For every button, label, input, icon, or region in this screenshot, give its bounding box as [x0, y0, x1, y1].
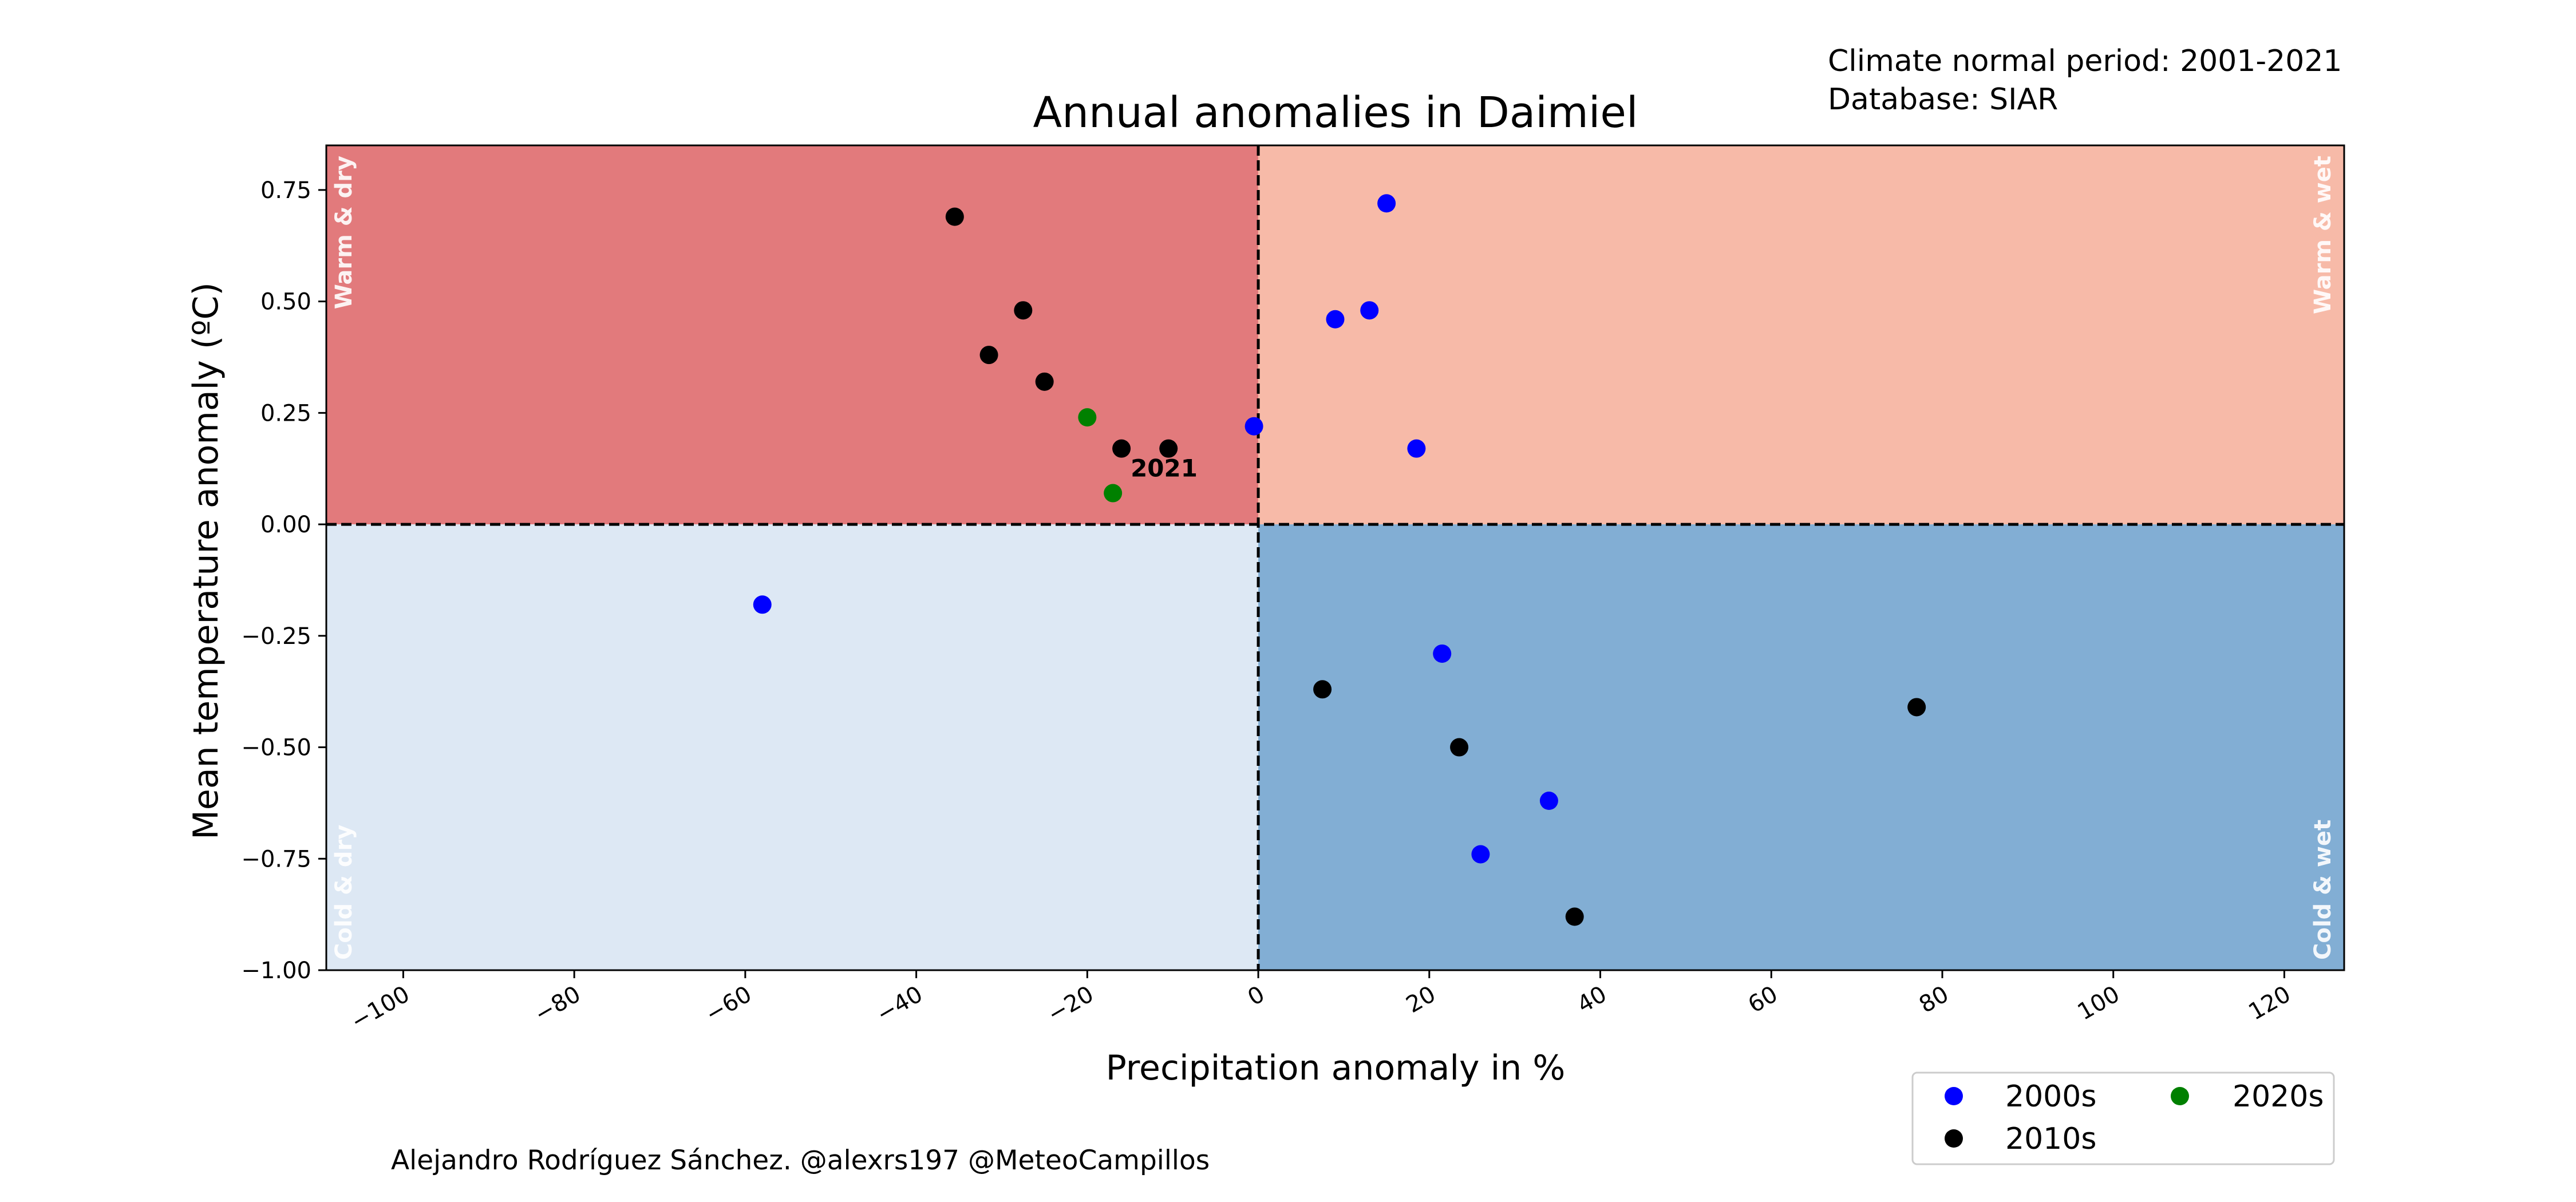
legend: 2000s 2010s 2020s [1911, 1071, 2335, 1165]
data-points [753, 194, 1926, 926]
point-2000s [1433, 644, 1452, 663]
point-2010s [1450, 738, 1469, 757]
quadrant-cold-wet [1258, 524, 2344, 970]
y-tick-label: −1.00 [241, 958, 311, 984]
point-2000s [753, 595, 772, 614]
x-tick-label: −20 [1043, 981, 1098, 1028]
point-2010s [1565, 907, 1584, 926]
point-2000s [1326, 310, 1345, 329]
point-2010s [1159, 439, 1178, 458]
legend-marker-2020s [2171, 1087, 2189, 1105]
y-tick-label: −0.50 [241, 735, 311, 761]
point-2010s [945, 207, 964, 226]
point-2000s [1407, 439, 1426, 458]
legend-marker-2010s [1945, 1129, 1963, 1148]
quadrant-warm-wet [1258, 145, 2344, 525]
x-tick-label: 20 [1402, 981, 1440, 1018]
y-tick-label: −0.75 [241, 846, 311, 872]
x-axis-ticks: −100 −80 −60 −40 −20 0 20 40 60 80 100 120 [346, 970, 2295, 1035]
legend-box [1911, 1071, 2335, 1165]
legend-label-2000s: 2000s [2005, 1080, 2096, 1114]
point-2010s [1313, 680, 1332, 699]
annotation-label: 2021 [1131, 454, 1198, 483]
y-tick-label: −0.25 [241, 623, 311, 650]
x-tick-label: 0 [1243, 981, 1269, 1011]
legend-marker-2000s [1945, 1087, 1963, 1105]
quadrant-label-cold-dry: Cold & dry [331, 825, 357, 960]
info-line-1: Climate normal period: 2001-2021 [1828, 44, 2342, 78]
point-2000s [1244, 417, 1263, 436]
x-tick-label: −80 [530, 981, 585, 1028]
x-tick-label: 80 [1915, 981, 1953, 1018]
point-2000s [1360, 301, 1379, 320]
x-tick-label: −100 [346, 981, 414, 1035]
point-2000s [1377, 194, 1396, 213]
x-axis-label: Precipitation anomaly in % [1106, 1048, 1566, 1088]
chart-title: Annual anomalies in Daimiel [1033, 88, 1638, 137]
legend-label-2020s: 2020s [2233, 1080, 2324, 1114]
y-axis-label: Mean temperature anomaly (ºC) [186, 282, 226, 840]
y-tick-label: 0.75 [260, 177, 311, 204]
quadrant-labels: Warm & dry Warm & wet Cold & dry Cold & wet [331, 156, 2336, 960]
x-tick-label: 100 [2073, 981, 2124, 1026]
quadrant-backgrounds [326, 145, 2344, 970]
x-tick-label: −40 [872, 981, 927, 1028]
info-line-2: Database: SIAR [1828, 82, 2058, 117]
point-2010s [1907, 698, 1926, 717]
quadrant-label-cold-wet: Cold & wet [2310, 820, 2336, 960]
x-tick-label: 60 [1744, 981, 1782, 1018]
point-2010s [979, 346, 998, 365]
point-2020s [1104, 484, 1123, 503]
quadrant-cold-dry [326, 524, 1259, 970]
quadrant-warm-dry [326, 145, 1259, 525]
plot-frame [325, 144, 2345, 971]
y-tick-label: 0.00 [260, 512, 311, 538]
point-2010s [1112, 439, 1131, 458]
y-axis-ticks: −1.00 −0.75 −0.50 −0.25 0.00 0.25 0.50 0.75 [241, 177, 326, 984]
x-tick-label: −60 [701, 981, 756, 1028]
quadrant-label-warm-wet: Warm & wet [2310, 156, 2336, 314]
legend-label-2010s: 2010s [2005, 1122, 2096, 1156]
y-tick-label: 0.50 [260, 289, 311, 315]
annotations: 2021 [1131, 454, 1198, 483]
x-tick-label: 120 [2244, 981, 2295, 1026]
y-tick-label: 0.25 [260, 400, 311, 426]
point-2020s [1078, 408, 1097, 427]
x-tick-label: 40 [1573, 981, 1611, 1018]
quadrant-label-warm-dry: Warm & dry [331, 156, 357, 309]
point-2010s [1035, 372, 1054, 391]
point-2010s [1014, 301, 1033, 320]
reference-lines [326, 145, 2344, 970]
point-2000s [1539, 792, 1558, 810]
point-2000s [1471, 845, 1490, 864]
credit-text: Alejandro Rodríguez Sánchez. @alexrs197 … [391, 1145, 1210, 1176]
